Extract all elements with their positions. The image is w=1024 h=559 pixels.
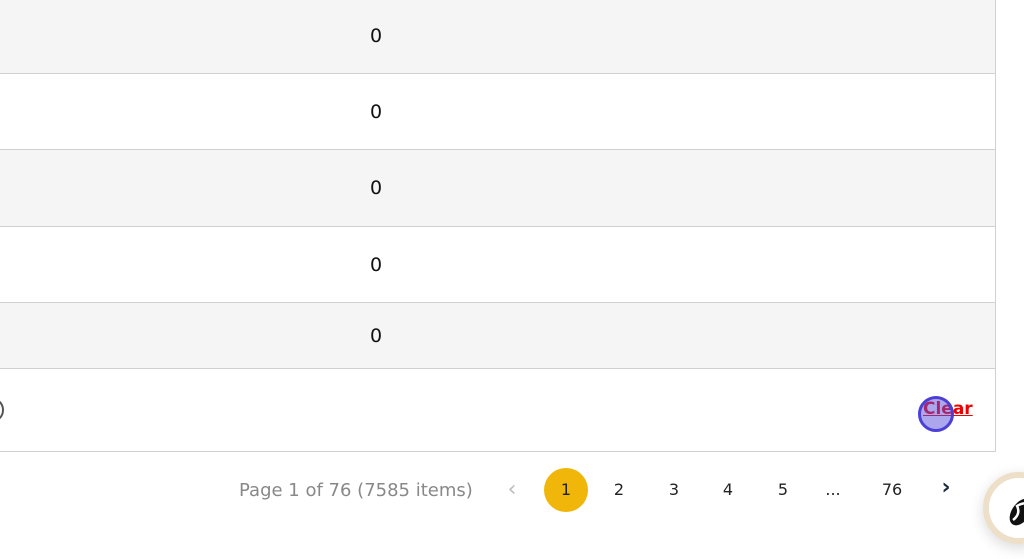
page-ellipsis: ... xyxy=(825,480,841,499)
bean-icon xyxy=(1009,498,1024,526)
table-row: 0 xyxy=(0,0,995,74)
pagination: Page 1 of 76 (7585 items) ‹ 1 2 3 4 5 ..… xyxy=(0,468,1024,514)
page-button-76[interactable]: 76 xyxy=(881,480,903,499)
page-button-2[interactable]: 2 xyxy=(613,480,625,499)
table-row: 0 xyxy=(0,150,995,227)
table-cell: 0 xyxy=(370,25,383,47)
page-button-1[interactable]: 1 xyxy=(544,468,588,512)
table-cell: 0 xyxy=(370,100,383,123)
page-info: Page 1 of 76 (7585 items) xyxy=(239,480,473,501)
data-table: 0 0 0 0 0 Clear xyxy=(0,0,996,452)
filter-row: Clear xyxy=(0,369,995,452)
table-cell: 0 xyxy=(370,324,383,347)
radio-button[interactable] xyxy=(0,399,4,421)
chevron-left-icon[interactable]: ‹ xyxy=(507,477,517,502)
table-row: 0 xyxy=(0,74,995,150)
page-button-5[interactable]: 5 xyxy=(777,480,789,499)
table-row: 0 xyxy=(0,227,995,303)
table-row: 0 xyxy=(0,303,995,369)
page-button-4[interactable]: 4 xyxy=(722,480,734,499)
page-button-3[interactable]: 3 xyxy=(668,480,680,499)
table-cell: 0 xyxy=(370,253,383,276)
table-cell: 0 xyxy=(370,177,383,199)
chevron-right-icon[interactable]: › xyxy=(941,475,951,500)
cursor-indicator xyxy=(918,396,954,432)
